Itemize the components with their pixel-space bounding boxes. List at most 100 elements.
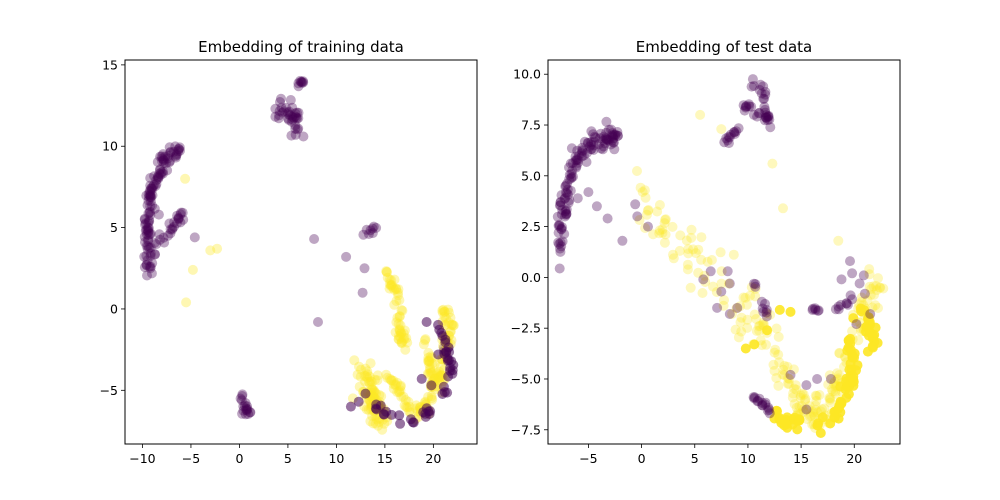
test-point <box>632 211 643 222</box>
test-y-tick-label: 10.0 <box>513 67 541 82</box>
training-point <box>145 180 156 191</box>
test-point <box>604 124 614 135</box>
test-point <box>753 321 764 332</box>
training-point <box>388 383 399 394</box>
test-point <box>807 303 818 314</box>
test-point <box>813 305 824 316</box>
training-point <box>276 93 286 104</box>
training-point <box>425 406 436 417</box>
test-point <box>564 169 575 180</box>
training-point <box>236 395 247 406</box>
training-point <box>364 378 375 389</box>
training-point <box>286 116 297 127</box>
training-point <box>398 334 409 345</box>
test-point <box>697 288 708 298</box>
training-point <box>145 201 156 212</box>
training-point <box>153 209 164 220</box>
training-point <box>392 312 403 323</box>
test-point <box>561 188 572 199</box>
test-point <box>874 282 885 293</box>
training-point <box>443 317 454 328</box>
test-point <box>668 253 679 264</box>
test-point <box>740 292 751 303</box>
training-point <box>425 364 436 375</box>
test-point <box>830 388 841 399</box>
test-y-tick-label: −2.5 <box>511 321 541 336</box>
test-point <box>810 400 821 411</box>
test-point <box>688 244 699 255</box>
test-point <box>749 393 760 404</box>
test-point <box>561 208 572 219</box>
training-point <box>165 146 176 157</box>
test-point <box>610 130 621 141</box>
training-point <box>364 371 375 382</box>
training-point <box>151 239 162 250</box>
training-point <box>385 280 396 291</box>
test-point <box>827 386 838 397</box>
training-x-tick-label: 5 <box>284 451 292 466</box>
training-point <box>287 114 298 125</box>
test-point <box>808 407 819 418</box>
training-point <box>143 241 153 252</box>
test-point <box>586 144 597 155</box>
training-point <box>433 349 444 360</box>
test-point <box>867 342 878 353</box>
test-point <box>686 232 697 243</box>
test-point <box>612 130 623 141</box>
test-point <box>825 394 835 405</box>
training-point <box>448 320 459 331</box>
test-point <box>565 185 576 196</box>
training-point <box>387 282 398 293</box>
training-point <box>144 215 155 226</box>
test-point <box>643 205 654 215</box>
test-point <box>836 274 847 285</box>
test-point <box>747 74 758 85</box>
training-point <box>411 400 422 411</box>
test-point <box>654 228 665 239</box>
test-point <box>769 365 780 376</box>
training-point <box>363 376 374 387</box>
test-point <box>862 321 872 332</box>
training-point <box>399 332 410 343</box>
test-point <box>744 101 755 112</box>
test-point <box>753 395 763 406</box>
training-point <box>151 175 162 186</box>
training-point <box>176 207 187 218</box>
training-point <box>172 210 183 221</box>
training-point <box>361 224 372 235</box>
test-point <box>842 299 853 310</box>
test-point <box>727 309 737 319</box>
training-point <box>276 102 287 113</box>
test-point <box>755 79 766 90</box>
training-point <box>396 328 407 339</box>
test-point <box>635 182 646 193</box>
test-point <box>731 126 742 137</box>
test-point <box>781 419 792 430</box>
training-x-tick-label: −5 <box>182 451 200 466</box>
training-point <box>239 400 250 411</box>
test-point <box>639 185 650 196</box>
training-point <box>278 106 289 117</box>
test-point <box>681 235 692 246</box>
test-point <box>825 393 836 404</box>
test-point <box>788 364 799 375</box>
training-point <box>145 210 156 220</box>
test-point <box>588 129 599 140</box>
test-point <box>765 122 776 133</box>
test-point <box>833 304 844 315</box>
training-point <box>372 414 382 425</box>
training-point <box>180 173 191 184</box>
training-point <box>153 173 164 184</box>
training-point <box>240 409 251 420</box>
test-point <box>787 392 798 403</box>
test-point <box>554 263 565 274</box>
training-point <box>165 147 176 158</box>
training-point <box>443 304 454 315</box>
test-point <box>819 403 830 414</box>
test-point <box>782 361 793 372</box>
test-point <box>749 309 760 320</box>
test-point <box>777 369 788 380</box>
test-point <box>603 134 614 145</box>
test-point <box>756 296 767 307</box>
test-point <box>603 135 614 146</box>
